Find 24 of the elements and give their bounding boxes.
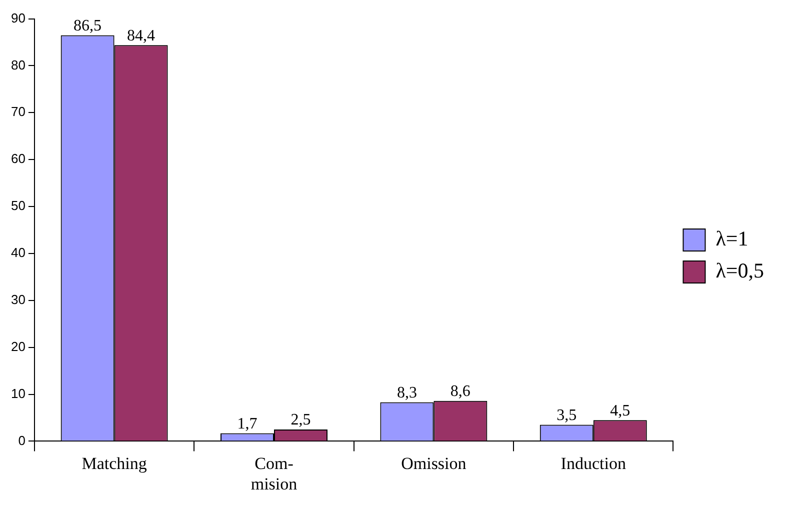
y-tick-label: 90	[10, 10, 26, 26]
y-tick-label: 70	[10, 104, 26, 120]
data-label: 8,6	[450, 383, 470, 400]
data-label: 84,4	[127, 27, 156, 44]
y-tick-label: 40	[10, 245, 26, 260]
data-label: 1,7	[237, 415, 258, 432]
x-tick-label: Induction	[560, 454, 626, 473]
data-label: 2,5	[290, 412, 311, 429]
x-tick-label: Matching	[82, 454, 148, 473]
data-label: 4,5	[610, 402, 630, 420]
y-tick-label: 0	[18, 432, 26, 448]
legend-label: λ=1	[716, 226, 748, 251]
y-tick-label: 80	[10, 57, 26, 72]
y-tick-label: 60	[10, 151, 26, 166]
y-tick-label: 30	[10, 292, 26, 307]
x-tick-label: Com- mision	[250, 454, 298, 494]
data-label: 3,5	[556, 406, 577, 424]
y-tick-label: 20	[10, 338, 26, 354]
legend-label: λ=0,5	[716, 258, 764, 283]
data-label: 86,5	[74, 17, 102, 34]
x-tick-label: Omission	[401, 454, 467, 473]
y-tick-label: 50	[10, 198, 26, 214]
y-tick-label: 10	[10, 386, 26, 401]
data-label: 8,3	[396, 384, 417, 402]
